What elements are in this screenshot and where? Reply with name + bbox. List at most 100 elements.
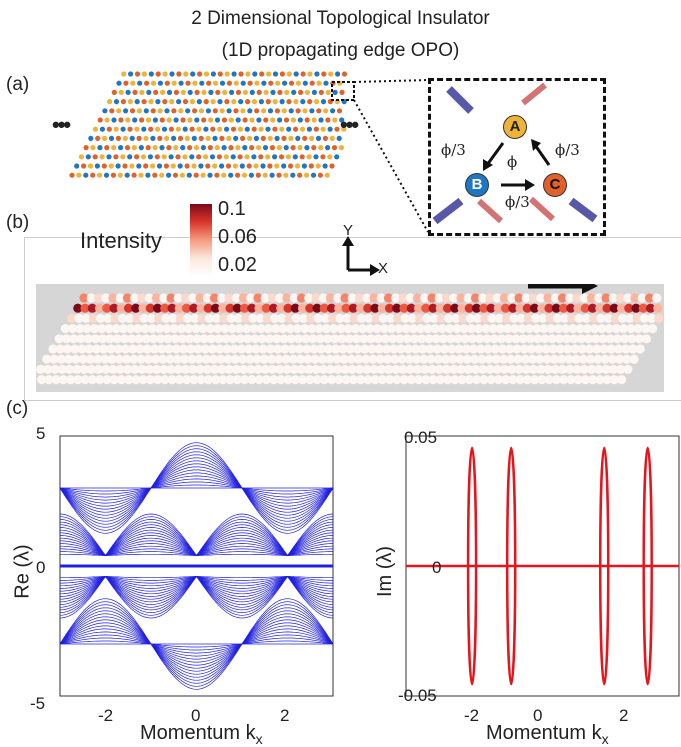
lattice-site: [258, 126, 264, 132]
lattice-site-b: [275, 364, 285, 374]
lattice-site-b: [137, 364, 147, 374]
lattice-site-b: [382, 354, 393, 364]
lattice-site-b: [81, 313, 91, 323]
lattice-site-b: [515, 303, 525, 313]
band-line: [59, 540, 334, 556]
lattice-site-b: [571, 354, 581, 364]
lattice-site-b: [400, 313, 410, 323]
lattice-site-b: [283, 375, 293, 385]
lattice-site-b: [318, 364, 328, 374]
lattice-site-b: [131, 303, 141, 313]
lattice-site: [177, 135, 184, 141]
lattice-site-b: [371, 313, 381, 323]
lattice-site: [203, 99, 209, 105]
lattice-site: [127, 99, 133, 105]
lattice-site: [317, 172, 323, 178]
lattice-site-b: [615, 293, 626, 303]
lattice-site: [173, 89, 179, 95]
lattice-site-b: [591, 334, 601, 344]
lattice-site-b: [199, 334, 209, 344]
lattice-site-b: [311, 364, 321, 374]
lattice-site-b: [652, 293, 662, 303]
lattice-site-b: [414, 375, 424, 385]
lattice-site-b: [455, 354, 465, 364]
lattice-site-b: [356, 375, 366, 385]
lattice-site-b: [551, 303, 561, 313]
lattice-site: [212, 163, 218, 169]
lattice-site-b: [228, 334, 238, 344]
lattice-site: [272, 126, 278, 132]
lattice-site-b: [370, 375, 380, 385]
lattice-site: [108, 163, 114, 169]
lattice-site-b: [583, 334, 594, 344]
lattice-site: [132, 89, 138, 95]
lattice-site-b: [240, 375, 250, 385]
lattice-site-b: [556, 354, 567, 364]
lattice-site: [113, 154, 119, 160]
lattice-site-b: [316, 344, 326, 354]
lattice-site-b: [213, 324, 223, 334]
lattice-site: [168, 154, 174, 160]
lattice-site: [189, 154, 195, 160]
lattice-site: [164, 80, 170, 86]
wave-packet-blue-a: [446, 86, 474, 114]
lattice-site: [78, 154, 84, 160]
lattice-site-b: [139, 313, 149, 323]
lattice-site: [118, 89, 124, 95]
lattice-site: [159, 117, 165, 123]
lattice-site-b: [132, 313, 142, 323]
lattice-site-b: [387, 324, 397, 334]
lattice-site-b: [405, 293, 415, 303]
band-line: [59, 631, 334, 657]
lattice-site: [309, 80, 315, 86]
lattice-site-b: [532, 324, 542, 334]
lattice-site: [334, 154, 340, 160]
lattice-site-b: [291, 313, 301, 323]
lattice-site: [161, 126, 168, 132]
lattice-site: [219, 80, 226, 86]
lattice-site-b: [205, 324, 215, 334]
lattice-site: [205, 108, 211, 114]
lattice-site-b: [576, 334, 586, 344]
lattice-site: [192, 80, 198, 86]
lattice-site-b: [595, 303, 605, 313]
lattice-site-b: [580, 375, 591, 385]
lattice-site: [198, 135, 204, 141]
lattice-site-b: [340, 364, 350, 374]
ellipsis-left: •••: [52, 112, 71, 137]
lattice-site-b: [626, 324, 636, 334]
lattice-site: [138, 172, 144, 178]
lattice-site-b: [290, 375, 300, 385]
lattice-site-b: [207, 344, 218, 354]
lattice-site: [301, 163, 307, 169]
wave-packet-red-b: [476, 198, 504, 224]
lattice-site-b: [479, 375, 489, 385]
node-c: C: [543, 173, 567, 197]
lattice-site: [169, 99, 175, 105]
lattice-site-b: [237, 354, 248, 364]
zoom-line-bottom: [353, 99, 429, 233]
lattice-site-b: [516, 313, 526, 323]
lattice-site-b: [178, 344, 189, 354]
lattice-site: [148, 99, 154, 105]
lattice-site-b: [637, 293, 647, 303]
lattice-site-b: [533, 334, 543, 344]
lattice-site: [141, 99, 147, 105]
lattice-site-b: [444, 313, 454, 323]
lattice-site-b: [297, 364, 307, 374]
lattice-site: [267, 135, 273, 141]
lattice-site-b: [549, 354, 559, 364]
lattice-site-b: [153, 375, 163, 385]
lattice-site-b: [80, 375, 90, 385]
lattice-site: [279, 99, 285, 105]
lattice-site-b: [104, 324, 114, 334]
lattice-site-b: [540, 334, 550, 344]
lattice-site-b: [590, 324, 600, 334]
lattice-site-b: [279, 334, 289, 344]
lattice-site: [232, 163, 238, 169]
lattice-site-b: [535, 354, 545, 364]
lattice-site: [138, 145, 144, 151]
lattice-site-b: [120, 344, 131, 354]
lattice-site-b: [458, 313, 468, 323]
lattice-site-b: [65, 364, 75, 374]
